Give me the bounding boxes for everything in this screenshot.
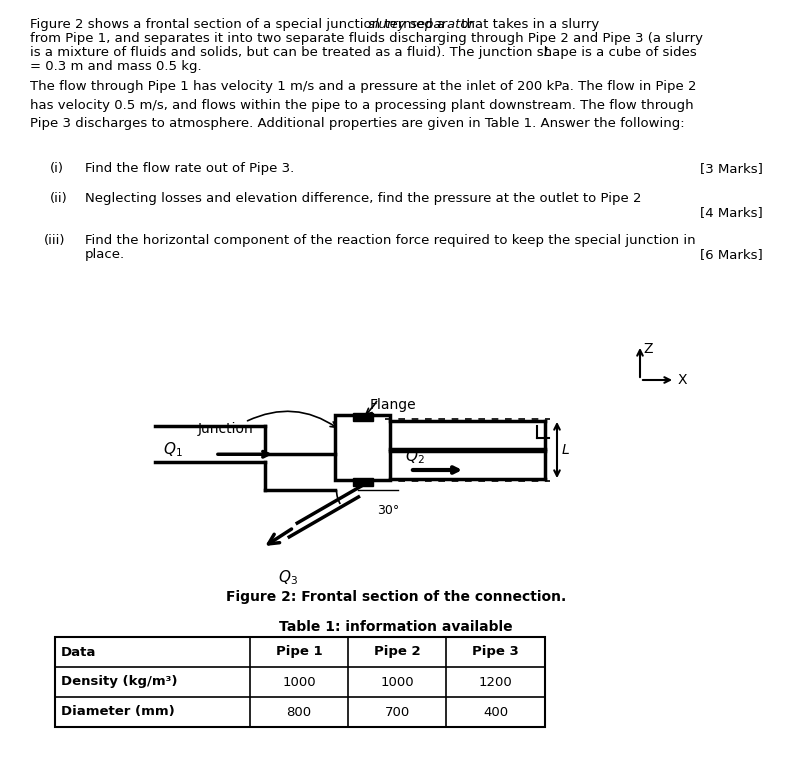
Text: Find the horizontal component of the reaction force required to keep the special: Find the horizontal component of the rea…	[85, 234, 695, 247]
Text: Find the flow rate out of Pipe 3.: Find the flow rate out of Pipe 3.	[85, 162, 294, 175]
Bar	[353, 413, 373, 421]
Text: Neglecting losses and elevation difference, find the pressure at the outlet to P: Neglecting losses and elevation differen…	[85, 192, 642, 205]
Text: $Q_1$: $Q_1$	[163, 440, 182, 458]
Text: 30°: 30°	[377, 504, 400, 517]
Text: 700: 700	[385, 706, 410, 719]
Text: L: L	[544, 46, 551, 59]
Text: Figure 2: Frontal section of the connection.: Figure 2: Frontal section of the connect…	[226, 590, 566, 604]
Text: = 0.3 m and mass 0.5 kg.: = 0.3 m and mass 0.5 kg.	[30, 60, 201, 73]
Text: place.: place.	[85, 248, 125, 261]
Text: is a mixture of fluids and solids, but can be treated as a fluid). The junction : is a mixture of fluids and solids, but c…	[30, 46, 701, 59]
Text: 1000: 1000	[380, 676, 414, 688]
Text: [6 Marks]: [6 Marks]	[700, 248, 763, 261]
Text: Figure 2 shows a frontal section of a special junction termed a: Figure 2 shows a frontal section of a sp…	[30, 18, 450, 31]
Text: 1200: 1200	[479, 676, 512, 688]
Text: 400: 400	[483, 706, 508, 719]
Text: from Pipe 1, and separates it into two separate fluids discharging through Pipe : from Pipe 1, and separates it into two s…	[30, 32, 703, 45]
Text: $Q_2$: $Q_2$	[405, 448, 425, 466]
Text: Diameter (mm): Diameter (mm)	[61, 706, 174, 719]
Text: 1000: 1000	[282, 676, 316, 688]
Text: Pipe 1: Pipe 1	[276, 645, 322, 658]
Text: Flange: Flange	[370, 398, 416, 412]
Bar	[335, 415, 390, 480]
Text: 800: 800	[286, 706, 312, 719]
Text: Pipe 2: Pipe 2	[374, 645, 420, 658]
Text: that takes in a slurry: that takes in a slurry	[457, 18, 600, 31]
Text: [3 Marks]: [3 Marks]	[700, 162, 763, 175]
Text: (ii): (ii)	[50, 192, 67, 205]
Text: Junction: Junction	[198, 422, 254, 436]
Text: L: L	[562, 443, 569, 457]
Bar	[55, 637, 545, 727]
Text: Data: Data	[61, 645, 97, 658]
Text: Pipe 3: Pipe 3	[472, 645, 519, 658]
Text: Density (kg/m³): Density (kg/m³)	[61, 676, 178, 688]
Text: Z: Z	[643, 342, 653, 356]
Text: Table 1: information available: Table 1: information available	[279, 620, 513, 634]
Text: $Q_3$: $Q_3$	[278, 568, 298, 587]
Text: [4 Marks]: [4 Marks]	[700, 206, 763, 219]
Text: X: X	[678, 373, 688, 387]
Text: slurry separator: slurry separator	[368, 18, 474, 31]
Text: (iii): (iii)	[44, 234, 66, 247]
Text: (i): (i)	[50, 162, 64, 175]
Bar	[353, 478, 373, 486]
Text: The flow through Pipe 1 has velocity 1 m/s and a pressure at the inlet of 200 kP: The flow through Pipe 1 has velocity 1 m…	[30, 80, 696, 130]
